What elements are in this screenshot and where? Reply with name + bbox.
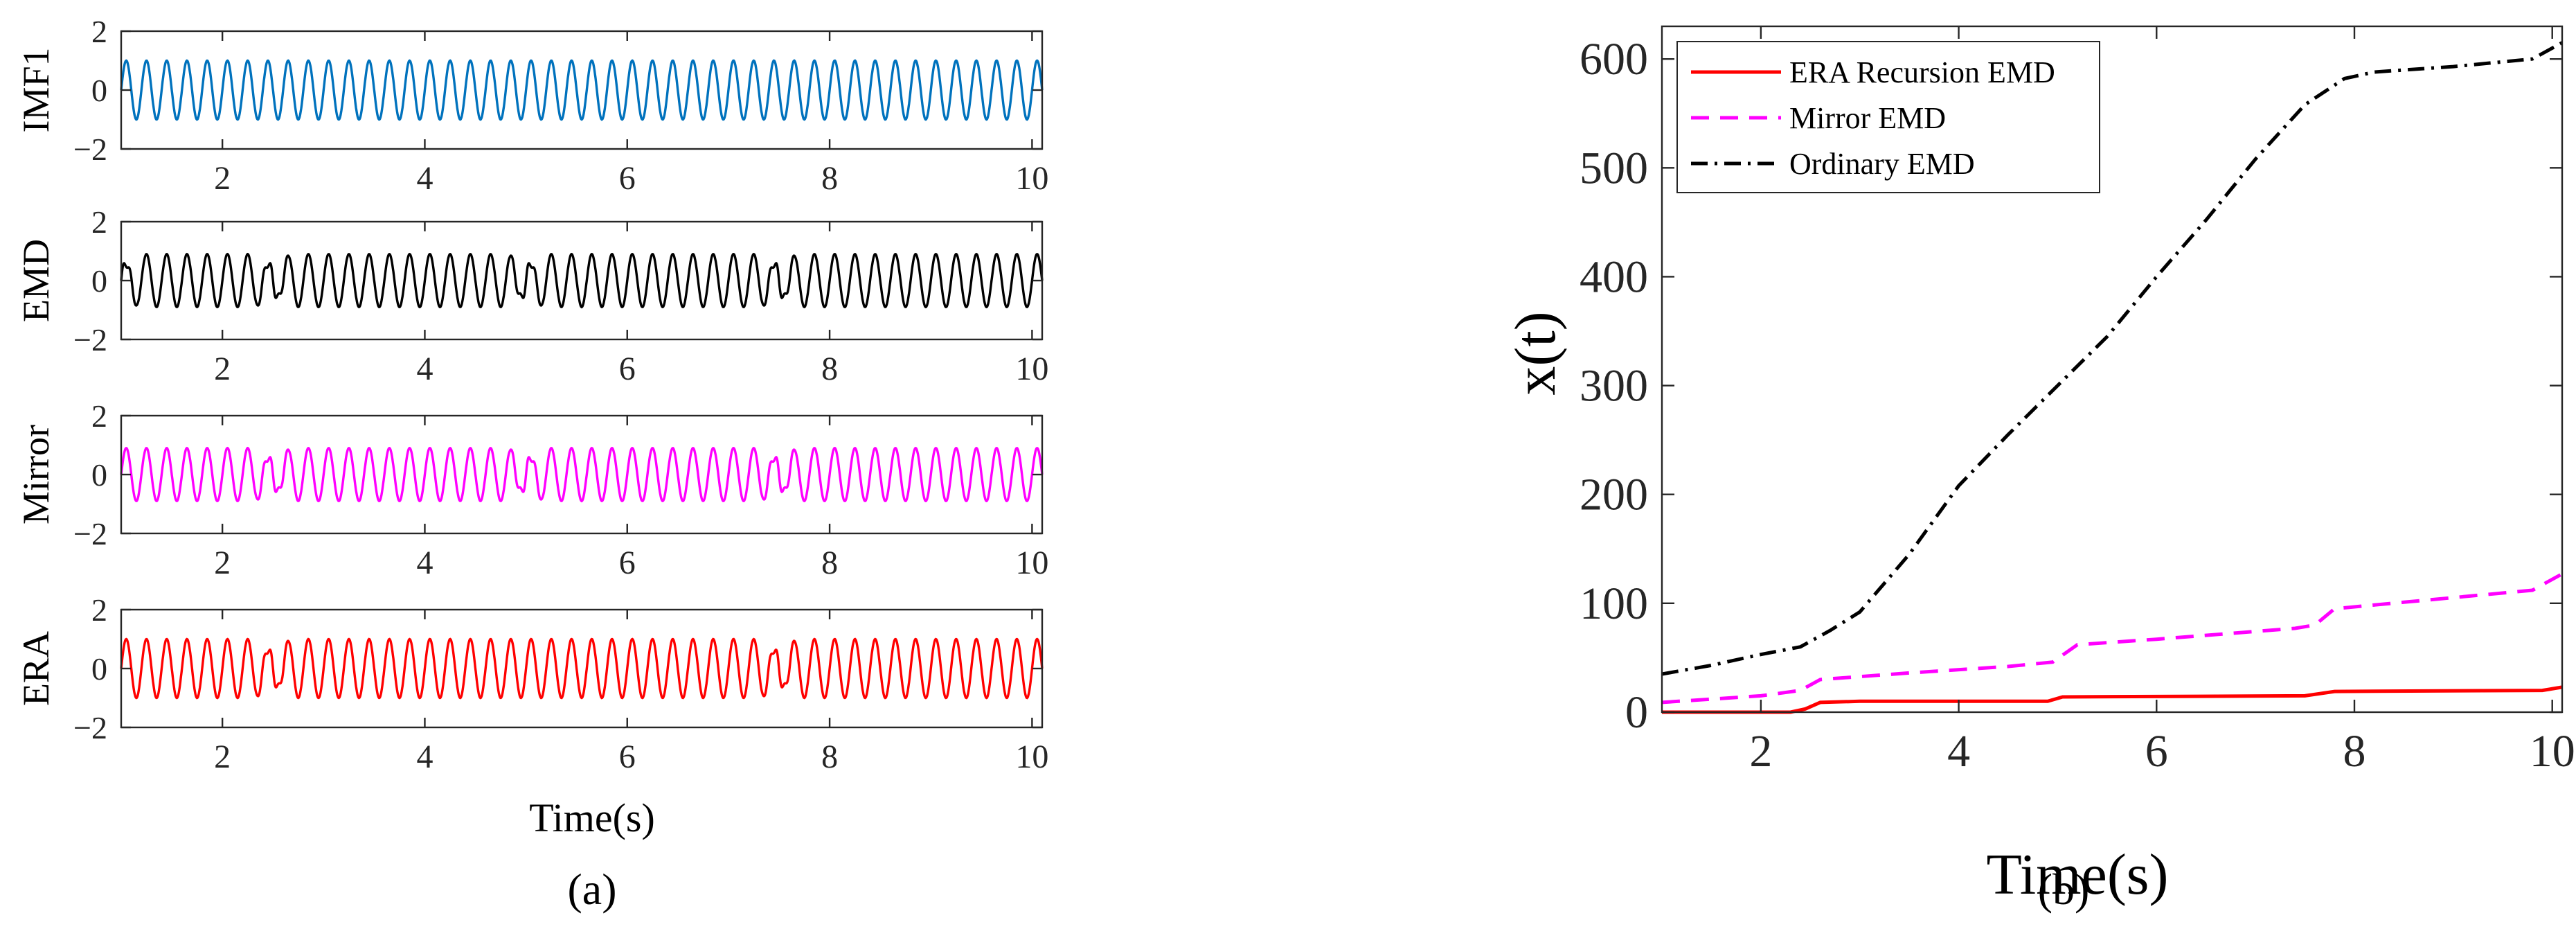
subplot-era: 2 4 6 8 10 2 0 −2 ERA [15, 592, 1048, 775]
y-tick-label: 2 [91, 204, 107, 240]
axes-frame [120, 220, 1044, 341]
series-line-era [120, 637, 1044, 700]
x-tick-label: 8 [2343, 726, 2366, 777]
legend-label: ERA Recursion EMD [1789, 55, 2055, 89]
x-tick-label: 2 [214, 160, 231, 197]
panel-a-xlabel: Time(s) [529, 795, 655, 840]
x-tick-label: 2 [214, 545, 231, 581]
x-tick-label: 2 [214, 738, 231, 775]
x-tick-label: 6 [619, 351, 636, 387]
axes-frame [120, 414, 1044, 535]
x-tick-label: 10 [1015, 545, 1048, 581]
x-tick-label: 8 [821, 160, 838, 197]
y-tick-label: 2 [91, 592, 107, 628]
x-tick-label: 8 [821, 351, 838, 387]
y-tick-label: 0 [91, 457, 107, 493]
legend-box [1676, 41, 2100, 193]
subplot-imf1: 2 4 6 8 10 2 0 −2 IMF1 [15, 14, 1048, 197]
x-tick-label: 4 [416, 351, 433, 387]
y-tick-label: 400 [1580, 251, 1648, 302]
x-tick-label: 10 [2530, 726, 2575, 777]
y-axis-label: IMF1 [15, 47, 57, 132]
y-axis-label: ERA [15, 631, 57, 706]
panel-b-caption: (b) [2038, 865, 2090, 914]
x-tick-label: 6 [2145, 726, 2168, 777]
x-tick-label: 10 [1015, 351, 1048, 387]
axes-frame [120, 30, 1044, 150]
x-tick-label: 4 [416, 545, 433, 581]
x-tick-label: 4 [1947, 726, 1970, 777]
x-tick-label: 4 [416, 738, 433, 775]
x-tick-label: 8 [821, 738, 838, 775]
legend: ERA Recursion EMD Mirror EMD Ordinary EMD [1676, 41, 2100, 193]
legend-label: Mirror EMD [1789, 101, 1946, 135]
axes-frame [120, 608, 1044, 729]
x-tick-label: 6 [619, 160, 636, 197]
subplot-emd: 2 4 6 8 10 2 0 −2 EMD [15, 204, 1048, 387]
series-line-emd [120, 252, 1044, 309]
x-tick-label: 8 [821, 545, 838, 581]
x-tick-label: 4 [416, 160, 433, 197]
y-tick-label: 0 [91, 263, 107, 299]
y-tick-label: 100 [1580, 578, 1648, 629]
y-axis-label: EMD [15, 239, 57, 322]
legend-label: Ordinary EMD [1789, 147, 1975, 181]
panel-b-xlabel: Time(s) [1987, 842, 2169, 907]
y-tick-label: 2 [91, 14, 107, 49]
x-tick-label: 2 [214, 351, 231, 387]
y-tick-label: 500 [1580, 143, 1648, 193]
series-line-ordinary-emd [1661, 41, 2564, 676]
y-tick-label: 200 [1580, 470, 1648, 520]
series-line-mirror-emd [1661, 572, 2564, 705]
subplot-mirror: 2 4 6 8 10 2 0 −2 Mirror [15, 398, 1048, 581]
y-tick-label: −2 [73, 132, 107, 167]
x-tick-label: 6 [619, 545, 636, 581]
y-axis-label: Mirror [15, 425, 57, 524]
x-tick-label: 10 [1015, 738, 1048, 775]
series-line-era-recursion-emd [1662, 685, 2563, 714]
y-tick-label: 600 [1580, 34, 1648, 85]
y-tick-label: −2 [73, 516, 107, 551]
x-tick-label: 6 [619, 738, 636, 775]
y-tick-label: 300 [1580, 361, 1648, 412]
y-tick-label: 0 [91, 73, 107, 108]
series-line-mirror [120, 446, 1044, 503]
panel-a-caption: (a) [567, 865, 616, 914]
x-tick-label: 2 [1749, 726, 1772, 777]
x-tick-label: 10 [1015, 160, 1048, 197]
y-tick-label: 0 [1625, 687, 1648, 738]
y-tick-label: −2 [73, 710, 107, 745]
axes-frame [1661, 25, 2564, 714]
panel-a: 2 4 6 8 10 2 0 −2 IMF1 2 4 6 8 10 2 0 −2 EMD 2 4 6 8 10 2 0 −2 M… [15, 14, 1048, 914]
panel-b-ylabel: x(t) [1503, 311, 1568, 395]
y-tick-label: −2 [73, 322, 107, 357]
y-tick-label: 0 [91, 651, 107, 687]
series-line-imf1 [120, 59, 1044, 121]
y-tick-label: 2 [91, 398, 107, 434]
